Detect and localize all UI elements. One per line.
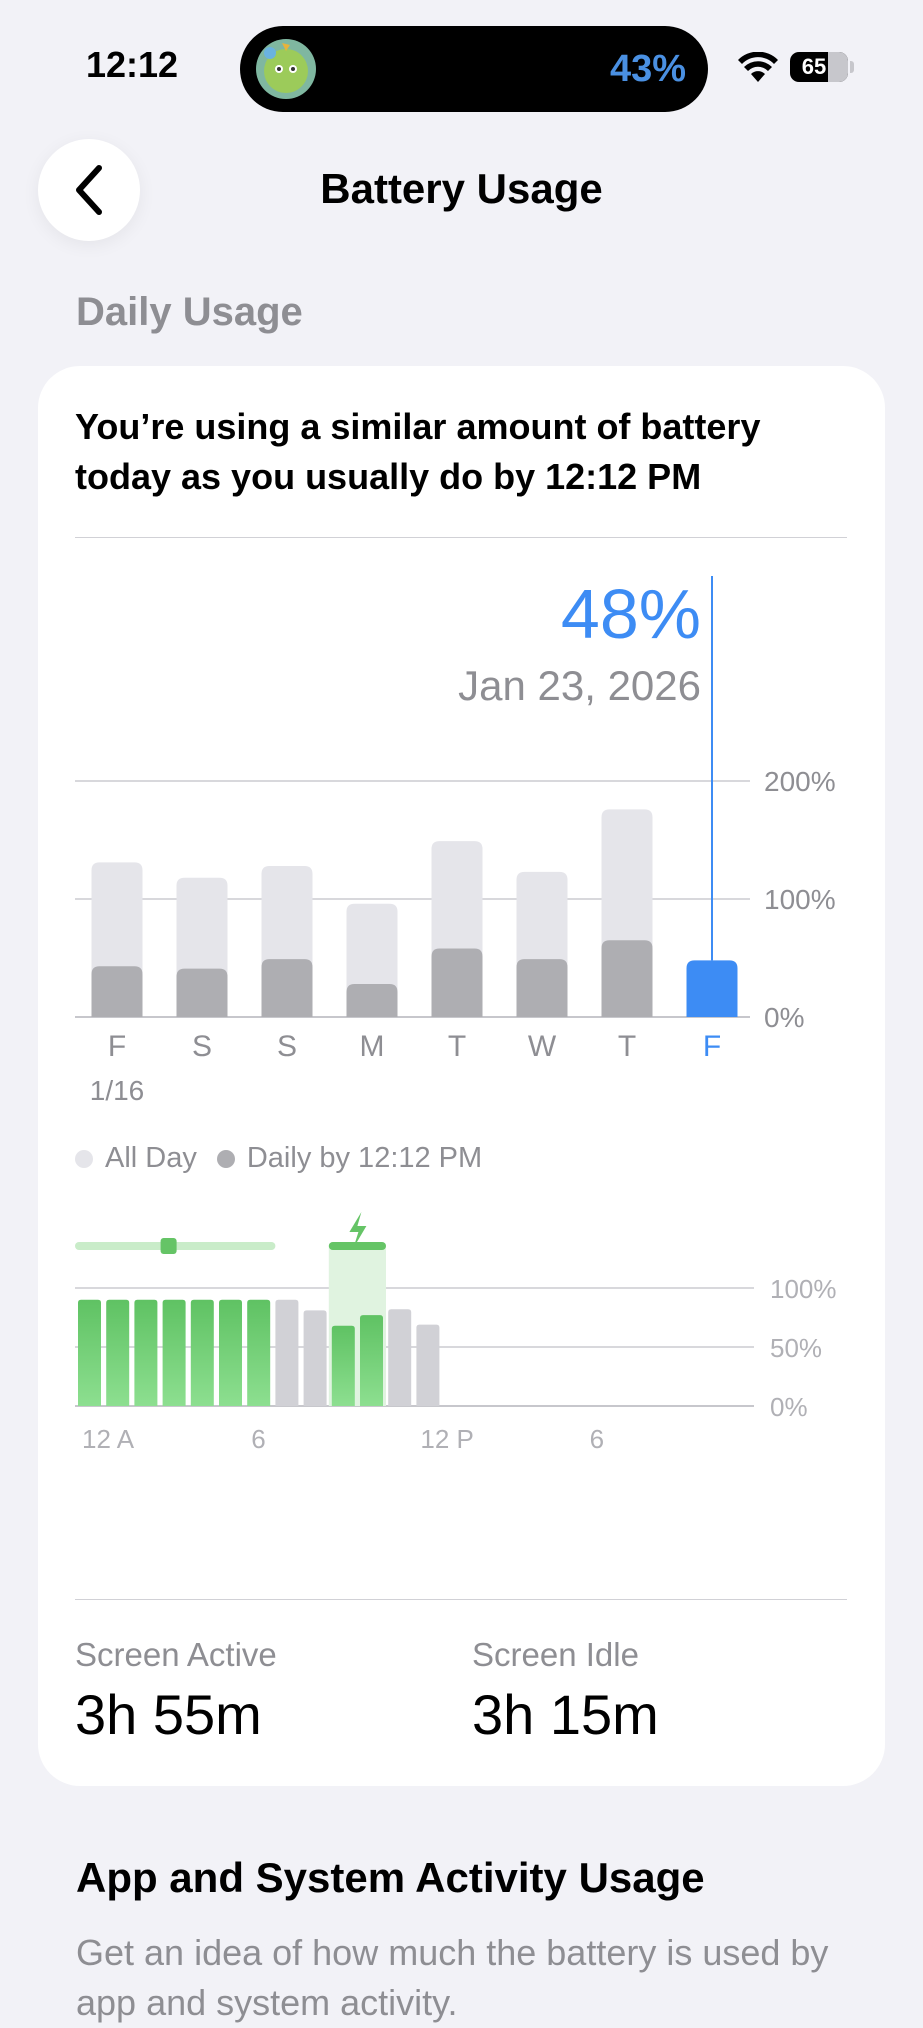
weekly-usage-chart[interactable]: 200% 100% 0% F S S M T W T F 1/16 <box>38 366 885 1126</box>
bar-selected <box>686 960 738 1017</box>
page-title: Battery Usage <box>320 165 603 212</box>
x-tick-label: 6 <box>251 1424 265 1454</box>
y-tick-label: 50% <box>770 1333 822 1363</box>
y-tick-label: 100% <box>764 884 836 915</box>
daily-usage-card: You’re using a similar amount of battery… <box>38 366 885 1786</box>
x-tick-label: F <box>703 1030 721 1063</box>
bar-charging <box>331 1325 355 1406</box>
chevron-left-icon <box>76 165 102 215</box>
bar-daily-by <box>346 983 398 1017</box>
section-title-activity: App and System Activity Usage <box>76 1854 705 1901</box>
usage-headline: You’re using a similar amount of battery… <box>75 406 761 497</box>
x-tick-label: S <box>192 1030 212 1063</box>
bar-charging <box>106 1299 130 1406</box>
bar-charging <box>247 1299 271 1406</box>
legend-item-daily-by: Daily by 12:12 PM <box>216 1142 483 1175</box>
bar-discharging <box>303 1310 327 1406</box>
charging-bar-top <box>328 1242 386 1250</box>
y-tick-label: 0% <box>770 1392 808 1422</box>
battery-icon: 65 <box>790 52 848 82</box>
status-bar: 12:12 43% 65 <box>0 0 923 130</box>
bar-daily-by <box>431 948 483 1017</box>
x-tick-label: W <box>528 1030 557 1063</box>
stat-value: 3h 15m <box>472 1683 659 1746</box>
bar-daily-by <box>91 966 143 1017</box>
section-description-activity: Get an idea of how much the battery is u… <box>76 1932 829 2023</box>
y-tick-label: 200% <box>764 766 836 797</box>
app-avatar-icon <box>256 39 316 99</box>
x-tick-label: T <box>448 1030 466 1063</box>
y-tick-label: 0% <box>764 1002 804 1033</box>
back-button[interactable] <box>38 139 140 241</box>
section-title-daily-usage: Daily Usage <box>76 290 303 334</box>
x-tick-label: 6 <box>590 1424 604 1454</box>
island-battery-percent: 43% <box>609 48 686 90</box>
legend-dot-all-day <box>75 1149 93 1168</box>
x-tick-label: F <box>108 1030 126 1063</box>
x-tick-label: M <box>360 1030 385 1063</box>
selected-date: Jan 23, 2026 <box>458 662 701 709</box>
bar-charging <box>78 1299 101 1406</box>
battery-nub <box>850 61 854 73</box>
bar-charging <box>360 1315 383 1406</box>
charging-indicator-marker <box>160 1238 177 1254</box>
stat-value: 3h 55m <box>75 1683 262 1746</box>
stat-label: Screen Idle <box>472 1636 639 1673</box>
legend-dot-daily-by <box>216 1149 235 1168</box>
x-tick-label: S <box>277 1030 297 1063</box>
bar-charging <box>162 1299 186 1406</box>
y-tick-label: 100% <box>770 1274 837 1304</box>
stat-label: Screen Active <box>75 1636 277 1673</box>
x-tick-label: 12 A <box>82 1424 135 1454</box>
divider <box>75 537 847 538</box>
hourly-battery-chart[interactable]: 100% 50% 0% 12 A 6 12 P 6 <box>38 1206 885 1466</box>
bar-daily-by <box>601 940 653 1017</box>
bar-charging <box>134 1299 158 1406</box>
x-tick-label: T <box>618 1030 636 1063</box>
bar-charging <box>219 1299 242 1406</box>
dynamic-island[interactable]: 43% <box>240 26 708 112</box>
bar-daily-by <box>261 959 313 1017</box>
status-time: 12:12 <box>86 44 179 85</box>
bar-discharging <box>388 1309 412 1406</box>
bar-discharging <box>416 1324 440 1406</box>
battery-level: 65 <box>801 54 827 79</box>
x-date-label: 1/16 <box>90 1075 145 1106</box>
wifi-icon <box>738 51 778 84</box>
legend-item-all-day: All Day <box>75 1142 197 1175</box>
x-tick-label: 12 P <box>420 1424 474 1454</box>
bar-discharging <box>275 1299 299 1406</box>
bar-daily-by <box>176 968 228 1017</box>
legend-label-all-day: All Day <box>105 1142 197 1174</box>
selected-percent: 48% <box>560 575 701 653</box>
stat-screen-idle: Screen Idle 3h 15m <box>472 1636 659 1747</box>
bar-charging <box>190 1299 214 1406</box>
chart-legend: All Day Daily by 12:12 PM <box>75 1142 502 1175</box>
bar-daily-by <box>516 959 568 1017</box>
stat-screen-active: Screen Active 3h 55m <box>75 1636 277 1747</box>
legend-label-daily-by: Daily by 12:12 PM <box>246 1142 483 1174</box>
divider <box>75 1599 847 1600</box>
lightning-icon <box>349 1212 367 1248</box>
